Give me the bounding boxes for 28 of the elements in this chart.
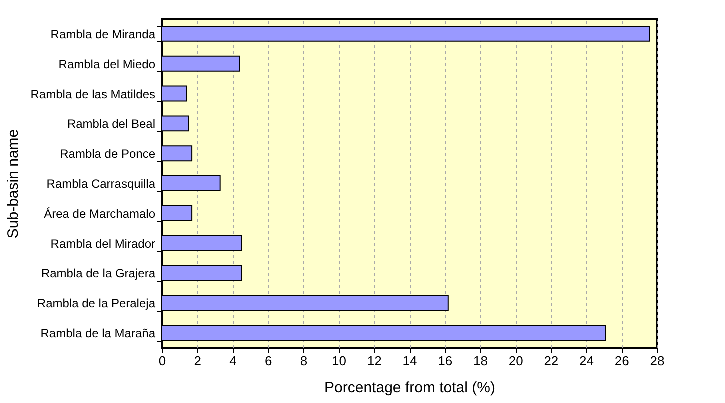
x-tick-label: 26 <box>614 354 630 368</box>
x-tick-label: 12 <box>367 354 382 368</box>
x-tick-label: 0 <box>158 354 166 368</box>
x-tick-label: 24 <box>580 354 594 368</box>
x-tick-label: 20 <box>508 354 524 368</box>
y-tick-label: Rambla de las Matildes <box>30 87 156 102</box>
x-tick-label: 16 <box>438 354 453 368</box>
x-tick-label: 18 <box>473 354 488 368</box>
x-tick-label: 6 <box>264 354 272 368</box>
y-tick-label: Rambla de la Maraña <box>40 326 156 341</box>
y-tick-label: Rambla de Ponce <box>60 147 156 162</box>
x-tick-label: 10 <box>332 354 347 368</box>
y-tick-label: Rambla de la Peraleja <box>37 296 156 311</box>
y-tick-label: Rambla Carrasquilla <box>46 177 156 191</box>
x-axis-title: Porcentage from total (%) <box>324 380 496 396</box>
x-tick-label: 2 <box>194 354 202 368</box>
y-tick-label: Rambla del Beal <box>67 117 156 132</box>
y-tick-label: Rambla de Miranda <box>50 27 156 42</box>
x-tick-label: 8 <box>300 354 308 368</box>
x-tick-label: 14 <box>402 354 418 368</box>
y-tick-label: Área de Marchamalo <box>44 206 156 221</box>
x-tick-label: 4 <box>230 354 237 368</box>
y-tick-label: Rambla del Mirador <box>50 236 156 251</box>
x-tick-label: 28 <box>650 354 665 368</box>
x-tick-label: 22 <box>544 354 559 368</box>
y-axis-title: Sub-basin name <box>4 129 22 239</box>
y-tick-label: Rambla de la Grajera <box>41 266 156 281</box>
y-tick-label: Rambla del Miedo <box>58 57 156 72</box>
